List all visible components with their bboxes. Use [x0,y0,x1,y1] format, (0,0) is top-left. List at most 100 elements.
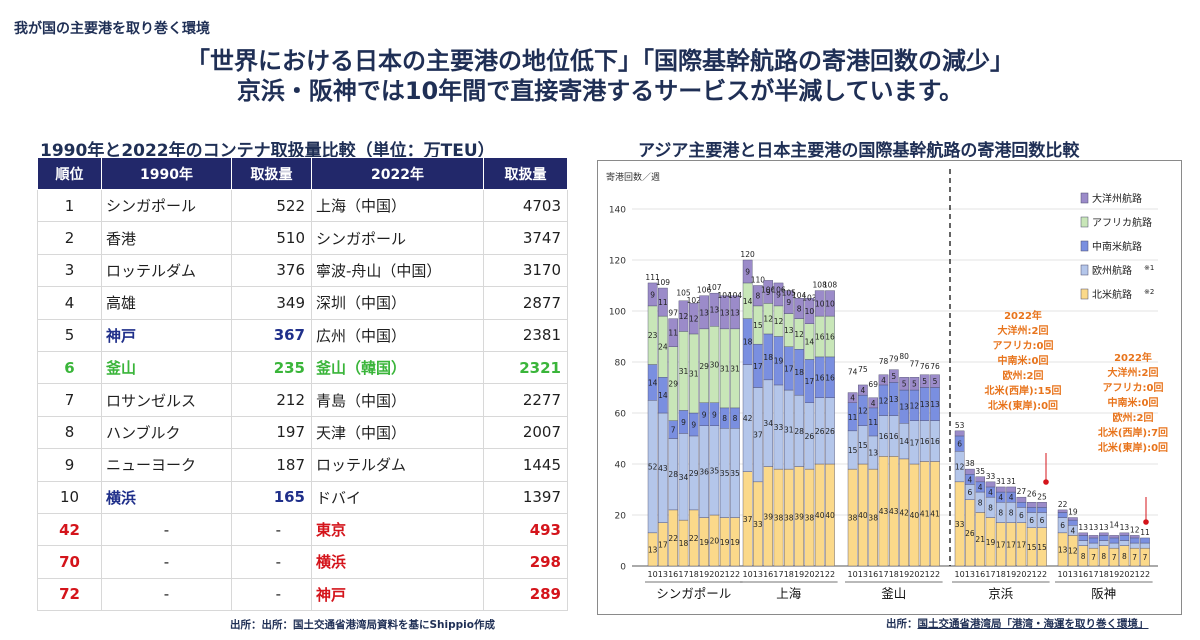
total-label: 104 [718,291,733,300]
x-tick-label: 10 [955,570,965,579]
segment-label: 13 [930,400,940,409]
port-calls-chart: 寄港回数／週0204060801001201401352142391111017… [606,169,1168,601]
table-row: 7 ロサンゼルス 212 青島（中国） 2277 [37,383,568,417]
segment-label: 42 [743,414,753,423]
bar-segment [1099,540,1109,546]
x-tick-label: 10 [743,570,753,579]
segment-label: 12 [763,315,773,324]
segment-label: 6 [1019,511,1024,520]
segment-label: 17 [805,377,815,386]
total-label: 12 [1130,525,1140,534]
legend-swatch [1080,288,1089,300]
x-tick-label: 21 [815,570,825,579]
total-label: 106 [761,286,776,295]
cell-port-1990: 神戸 [101,318,232,352]
bar-segment [1109,537,1119,544]
x-tick-label: 18 [784,570,794,579]
x-tick-label: 17 [985,570,995,579]
bar-segment [975,476,986,483]
x-tick-label: 10 [848,570,858,579]
total-label: 38 [965,459,975,468]
total-label: 108 [823,281,838,290]
bar-segment [889,369,899,383]
segment-label: 20 [710,537,720,546]
segment-label: 4 [861,386,866,395]
table-row: 3 ロッテルダム 376 寧波-舟山（中国） 3170 [37,253,568,288]
legend-label: アフリカ航路 [1092,216,1152,229]
segment-label: 14 [899,437,909,446]
cell-port-1990: ニューヨーク [101,448,232,482]
total-label: 74 [848,367,858,376]
bar-segment [1099,532,1109,536]
annotation-line: 中南米:0回 [1108,396,1159,409]
bar-segment [658,287,668,317]
total-label: 31 [1006,477,1016,486]
segment-label: 19 [774,357,784,366]
annotation-line: 大洋州:2回 [1108,366,1159,379]
chart-source-prefix: 出所： [886,618,918,630]
legend-swatch [1080,264,1089,276]
segment-label: 6 [1040,516,1045,525]
segment-label: 12 [858,406,868,415]
segment-label: 15 [1027,543,1037,552]
segment-label: 42 [899,508,909,517]
x-tick-label: 13 [858,570,868,579]
bar-segment [1099,535,1109,541]
bar-segment [1088,542,1099,549]
cell-port-2022: ドバイ [311,480,484,514]
total-label: 80 [899,352,909,361]
cell-volume-2022: 2381 [483,318,568,352]
segment-label: 4 [1071,526,1076,535]
cell-port-2022: 東京 [311,512,484,547]
y-tick-label: 120 [609,257,626,267]
cell-volume-1990: - [231,545,312,579]
segment-label: 23 [648,331,658,340]
legend-swatch [1080,240,1089,252]
segment-label: 13 [899,403,909,412]
annotation-line: 2022年 [1004,309,1042,322]
bar-segment [709,292,720,327]
total-label: 78 [879,357,889,366]
segment-label: 16 [815,333,825,342]
legend-label: 大洋州航路 [1092,192,1142,205]
annotation-line: アフリカ:0回 [1103,382,1164,394]
segment-label: 5 [933,377,938,386]
segment-label: 16 [889,432,899,441]
bar-segment [996,486,1006,493]
table-row: 1 シンガポール 522 上海（中国） 4703 [37,188,568,223]
bar-segment [909,377,920,391]
annotation-line: 欧州:2回 [1003,369,1044,382]
segment-label: 7 [671,426,676,435]
chart-source-link[interactable]: 国土交通省港湾局「港湾・海運を取り巻く環境」 [917,618,1149,630]
segment-label: 13 [784,326,794,335]
x-tick-label: 22 [930,570,940,579]
x-tick-label: 17 [1088,570,1098,579]
segment-label: 8 [733,414,738,423]
segment-label: 38 [774,514,784,523]
table-row: 10 横浜 165 ドバイ 1397 [37,480,568,514]
x-tick-label: 22 [825,570,835,579]
segment-label: 4 [871,399,876,408]
bar-segment [1068,517,1078,521]
cell-rank: 3 [37,253,102,288]
cell-volume-1990: 522 [231,188,312,223]
segment-label: 31 [679,367,689,376]
x-tick-label: 21 [920,570,930,579]
cell-port-1990: 横浜 [101,480,232,514]
segment-label: 22 [668,534,678,543]
segment-label: 5 [922,377,927,386]
segment-label: 6 [957,440,962,449]
x-tick-label: 13 [1068,570,1078,579]
segment-label: 38 [868,514,878,523]
y-tick-label: 100 [609,308,626,318]
total-label: 105 [782,288,797,297]
cell-rank: 9 [37,448,102,482]
legend-note: ※1 [1144,264,1154,272]
cell-port-2022: 深圳（中国） [311,286,484,320]
group-label: 釜山 [881,586,906,601]
bar-segment [878,374,889,386]
total-label: 76 [930,362,940,371]
segment-label: 38 [848,514,858,523]
cell-rank: 6 [37,350,102,385]
total-label: 104 [728,291,743,300]
